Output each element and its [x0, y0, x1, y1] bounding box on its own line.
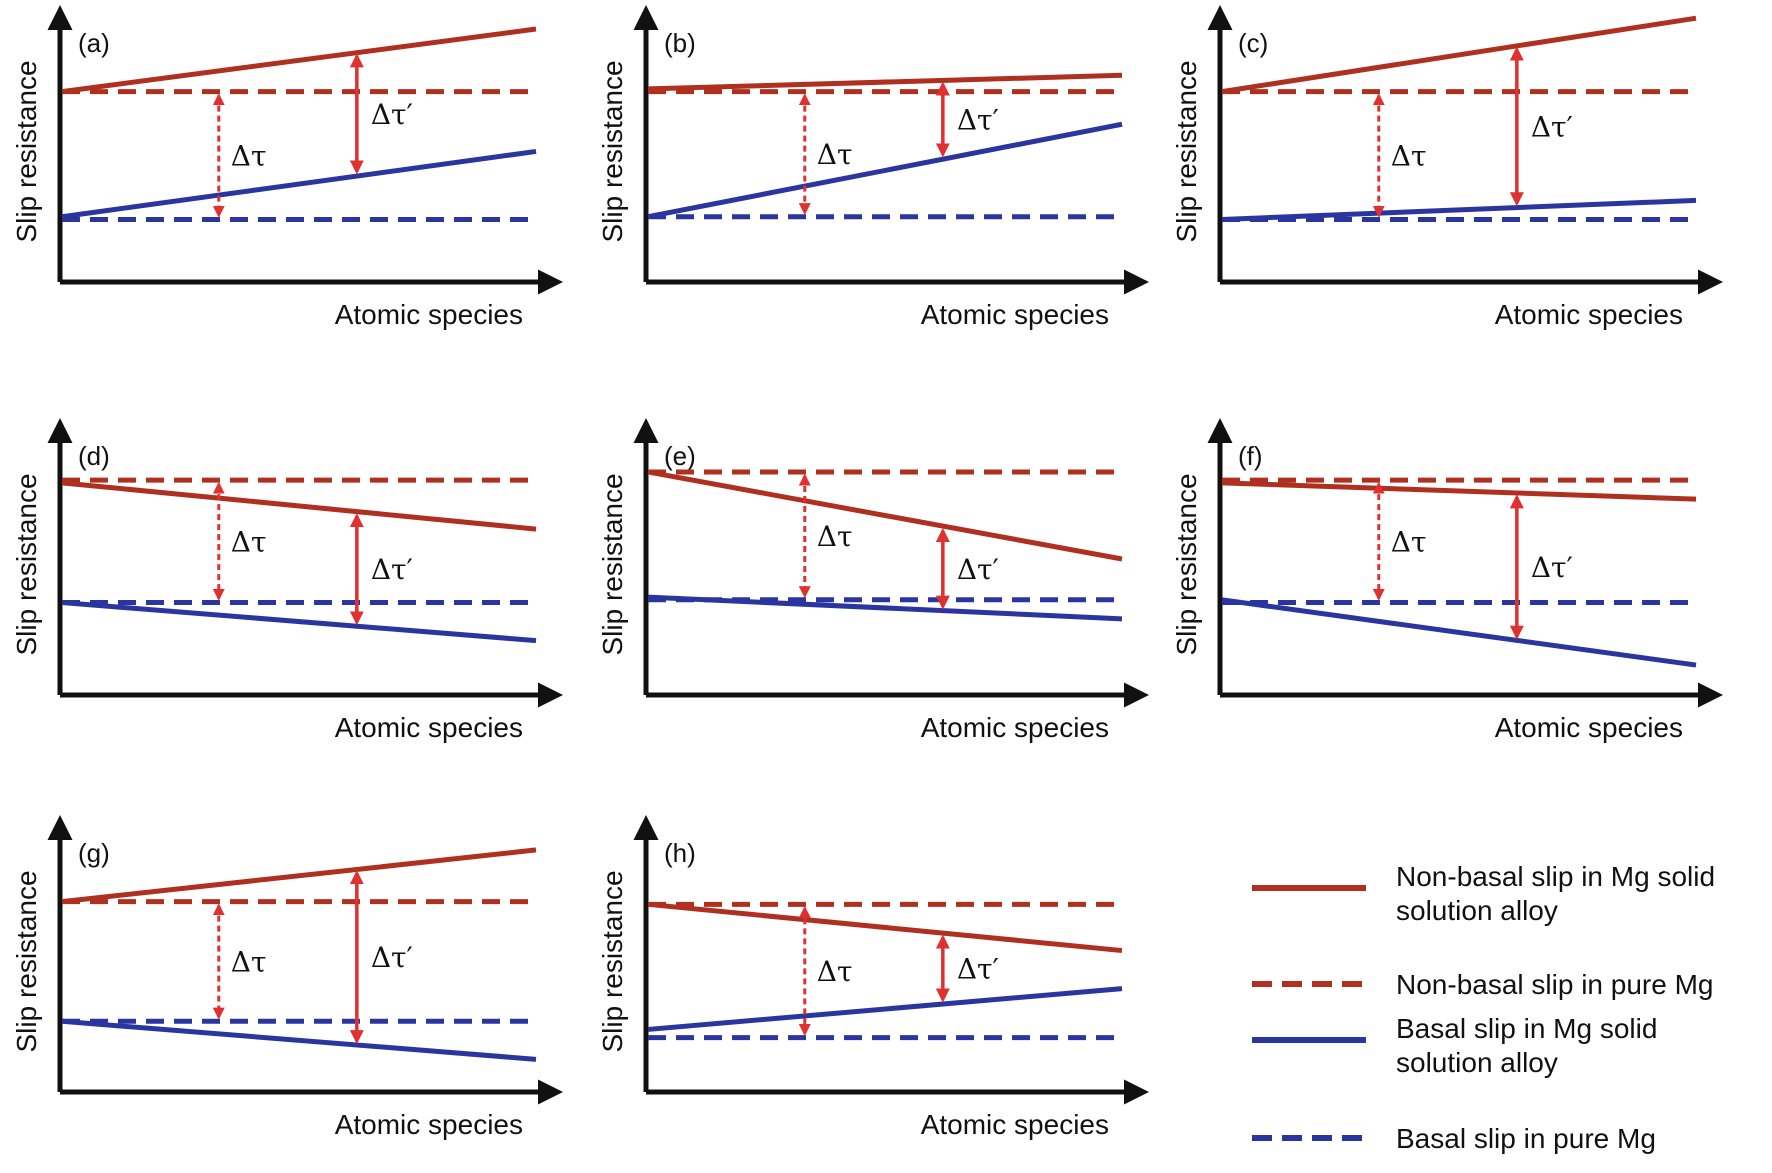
basal-alloy-line — [61, 600, 537, 644]
delta-tau-prime-label: Δτ′ — [371, 941, 413, 974]
nonbasal-alloy-line — [61, 26, 537, 95]
delta-tau-prime-label: Δτ′ — [957, 103, 999, 136]
delta-tau-label: Δτ — [817, 520, 853, 553]
delta-tau-label: Δτ — [1391, 525, 1427, 558]
legend-item-basal-pure: Basal slip in pure Mg — [1252, 1123, 1656, 1154]
basal-alloy-line — [1221, 197, 1697, 222]
x-axis-label: Atomic species — [921, 712, 1109, 743]
y-axis-label: Slip resistance — [11, 60, 42, 242]
delta-tau-label: Δτ — [231, 945, 267, 978]
nonbasal-alloy-line — [61, 847, 537, 905]
delta-tau-prime-label: Δτ′ — [1531, 551, 1573, 584]
legend-label: solution alloy — [1396, 1047, 1558, 1078]
panel-b: Slip resistance Atomic species (b) Δτ Δτ′ — [597, 5, 1149, 330]
panel-label: (a) — [78, 28, 110, 58]
nonbasal-alloy-line — [647, 469, 1123, 562]
y-axis-label: Slip resistance — [597, 60, 628, 242]
x-axis-label: Atomic species — [335, 712, 523, 743]
panel-label: (e) — [664, 441, 696, 471]
panel-e: Slip resistance Atomic species (e) Δτ Δτ′ — [597, 418, 1149, 743]
delta-tau-prime-label: Δτ′ — [371, 98, 413, 131]
delta-tau-label: Δτ — [231, 525, 267, 558]
panel-g: Slip resistance Atomic species (g) Δτ Δτ′ — [11, 815, 563, 1140]
y-axis-label: Slip resistance — [597, 473, 628, 655]
legend-label: solution alloy — [1396, 895, 1558, 926]
x-axis-label: Atomic species — [1495, 712, 1683, 743]
panel-h: Slip resistance Atomic species (h) Δτ Δτ′ — [597, 815, 1149, 1140]
delta-tau-prime-label: Δτ′ — [371, 553, 413, 586]
nonbasal-alloy-line — [61, 480, 537, 532]
x-axis-label: Atomic species — [1495, 299, 1683, 330]
basal-alloy-line — [647, 986, 1123, 1032]
nonbasal-alloy-line — [1221, 15, 1697, 95]
legend-label: Non-basal slip in pure Mg — [1396, 969, 1714, 1000]
basal-alloy-line — [647, 121, 1123, 220]
x-axis-label: Atomic species — [921, 1109, 1109, 1140]
panel-c: Slip resistance Atomic species (c) Δτ Δτ′ — [1171, 5, 1723, 330]
panel-label: (h) — [664, 838, 696, 868]
basal-alloy-line — [61, 148, 537, 220]
panel-label: (f) — [1238, 441, 1263, 471]
delta-tau-prime-label: Δτ′ — [957, 953, 999, 986]
legend-item-nonbasal-pure: Non-basal slip in pure Mg — [1252, 969, 1714, 1000]
panel-label: (g) — [78, 838, 110, 868]
delta-tau-label: Δτ — [231, 140, 267, 173]
nonbasal-alloy-line — [1221, 480, 1697, 502]
y-axis-label: Slip resistance — [1171, 60, 1202, 242]
nonbasal-alloy-line — [647, 901, 1123, 954]
basal-alloy-line — [61, 1018, 537, 1062]
y-axis-label: Slip resistance — [11, 473, 42, 655]
x-axis-label: Atomic species — [335, 299, 523, 330]
legend-label: Basal slip in Mg solid — [1396, 1013, 1657, 1044]
delta-tau-prime-label: Δτ′ — [1531, 110, 1573, 143]
y-axis-label: Slip resistance — [11, 870, 42, 1052]
legend-label: Non-basal slip in Mg solid — [1396, 861, 1715, 892]
delta-tau-label: Δτ — [1391, 140, 1427, 173]
x-axis-label: Atomic species — [335, 1109, 523, 1140]
delta-tau-label: Δτ — [817, 138, 853, 171]
basal-alloy-line — [647, 594, 1123, 622]
panel-label: (b) — [664, 28, 696, 58]
legend-label: Basal slip in pure Mg — [1396, 1123, 1656, 1154]
x-axis-label: Atomic species — [921, 299, 1109, 330]
y-axis-label: Slip resistance — [597, 870, 628, 1052]
nonbasal-alloy-line — [647, 72, 1123, 92]
panel-label: (c) — [1238, 28, 1268, 58]
panel-f: Slip resistance Atomic species (f) Δτ Δτ′ — [1171, 418, 1723, 743]
basal-alloy-line — [1221, 597, 1697, 668]
delta-tau-label: Δτ — [817, 955, 853, 988]
y-axis-label: Slip resistance — [1171, 473, 1202, 655]
panel-a: Slip resistance Atomic species (a) Δτ Δτ′ — [11, 5, 563, 330]
panel-label: (d) — [78, 441, 110, 471]
delta-tau-prime-label: Δτ′ — [957, 553, 999, 586]
panel-d: Slip resistance Atomic species (d) Δτ Δτ′ — [11, 418, 563, 743]
